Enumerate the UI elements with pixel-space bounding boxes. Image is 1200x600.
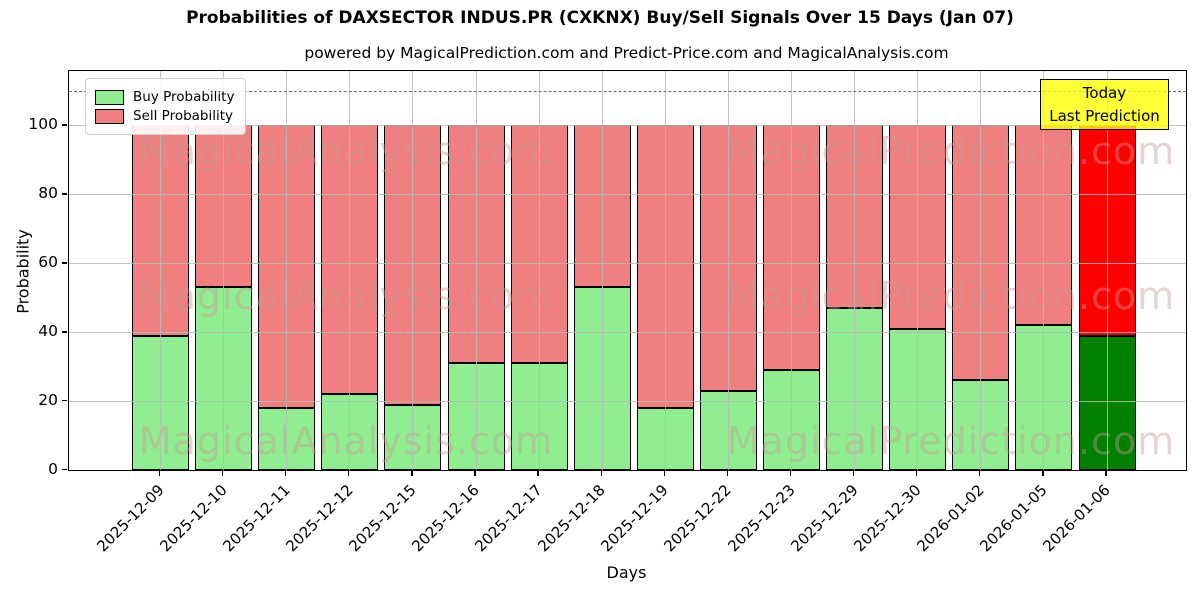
y-gridline-80 [69, 194, 1186, 196]
x-tick-mark-2025-12-15 [411, 471, 413, 476]
x-tick-mark-2025-12-11 [285, 471, 287, 476]
x-tick-mark-2025-12-16 [474, 471, 476, 476]
y-tick-label-60: 60 [38, 253, 58, 272]
watermark-analysis-row2: MagicalAnalysis.com [138, 274, 554, 318]
x-tick-mark-2026-01-06 [1105, 471, 1107, 476]
legend-item-buy: Buy Probability [95, 89, 234, 105]
x-tick-mark-2025-12-17 [537, 471, 539, 476]
y-tick-label-0: 0 [48, 460, 58, 478]
y-gridline-60 [69, 263, 1186, 265]
chart-subtitle: powered by MagicalPrediction.com and Pre… [304, 44, 949, 62]
today-annotation: Today Last Prediction [1040, 79, 1169, 130]
y-tick-mark-100 [62, 124, 67, 126]
x-tick-mark-2026-01-05 [1042, 471, 1044, 476]
x-gridline-2025-12-17 [538, 71, 540, 470]
sell-swatch-icon [95, 108, 124, 124]
x-tick-label-2025-12-09: 2025-12-09 [92, 481, 168, 556]
x-tick-mark-2025-12-22 [726, 471, 729, 476]
chart-title: Probabilities of DAXSECTOR INDUS.PR (CXK… [186, 8, 1014, 28]
y-gridline-100 [69, 125, 1186, 127]
x-axis-label: Days [606, 563, 647, 582]
x-gridline-2025-12-29 [854, 71, 856, 470]
x-tick-mark-2025-12-29 [852, 471, 855, 476]
legend-item-sell: Sell Probability [95, 108, 234, 124]
x-gridline-2025-12-22 [727, 71, 729, 470]
watermark-prediction-row3: MagicalPrediction.com [726, 419, 1176, 463]
x-tick-mark-2025-12-30 [916, 471, 918, 476]
x-gridline-2025-12-10 [223, 71, 225, 470]
x-tick-mark-2025-12-10 [221, 471, 224, 476]
y-tick-label-100: 100 [28, 115, 58, 134]
x-gridline-2025-12-23 [791, 71, 792, 470]
x-tick-mark-2025-12-18 [600, 471, 602, 476]
buy-swatch-icon [95, 89, 124, 105]
x-gridline-2025-12-30 [917, 71, 919, 470]
watermark-analysis-row1: MagicalAnalysis.com [138, 129, 554, 173]
y-gridline-40 [69, 332, 1186, 334]
x-tick-mark-2025-12-12 [348, 471, 350, 476]
y-tick-mark-60 [62, 262, 67, 264]
x-gridline-2025-12-16 [475, 71, 477, 470]
legend: Buy Probability Sell Probability [85, 78, 247, 135]
y-tick-mark-0 [62, 469, 67, 471]
today-annotation-line2: Last Prediction [1049, 106, 1160, 125]
watermark-prediction-row1: MagicalPrediction.com [726, 129, 1176, 173]
y-tick-mark-80 [62, 193, 67, 195]
x-tick-mark-2025-12-09 [158, 471, 161, 476]
watermark-analysis-row3: MagicalAnalysis.com [138, 419, 554, 463]
x-tick-mark-2025-12-19 [663, 471, 665, 476]
y-gridline-20 [69, 401, 1186, 403]
y-tick-mark-20 [62, 400, 67, 402]
watermark-prediction-row2: MagicalPrediction.com [726, 274, 1176, 318]
x-tick-mark-2026-01-02 [979, 471, 981, 476]
x-gridline-2026-01-06 [1106, 71, 1108, 470]
x-gridline-2025-12-18 [601, 71, 603, 470]
x-gridline-2025-12-12 [349, 71, 351, 470]
y-tick-label-40: 40 [38, 322, 58, 341]
y-tick-label-20: 20 [38, 391, 58, 410]
plot-area: Buy Probability Sell Probability Today L… [68, 70, 1187, 471]
y-tick-mark-40 [62, 331, 67, 333]
x-gridline-2025-12-11 [286, 71, 288, 470]
x-gridline-2026-01-02 [980, 71, 982, 470]
legend-label-sell: Sell Probability [133, 108, 234, 124]
y-tick-label-80: 80 [38, 184, 58, 203]
x-tick-mark-2025-12-23 [789, 471, 792, 476]
x-gridline-2026-01-05 [1043, 71, 1045, 470]
legend-label-buy: Buy Probability [133, 89, 235, 105]
x-gridline-2025-12-09 [160, 71, 161, 470]
x-gridline-2025-12-19 [664, 71, 666, 470]
today-annotation-line1: Today [1082, 84, 1127, 102]
x-gridline-2025-12-15 [412, 71, 414, 470]
threshold-dashed-line [69, 90, 1186, 92]
